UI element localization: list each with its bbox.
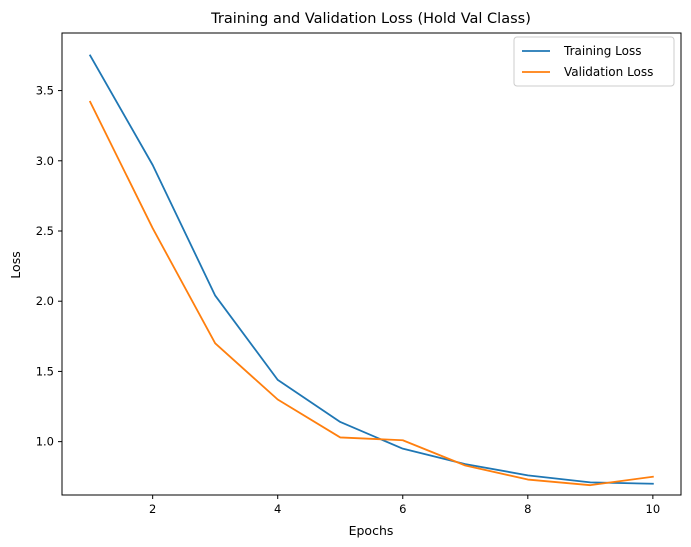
y-tick-label: 2.5 (36, 224, 54, 238)
plot-area (61, 32, 682, 496)
x-tick-label: 8 (524, 502, 531, 516)
chart-title: Training and Validation Loss (Hold Val C… (210, 11, 531, 27)
series-lines (88, 54, 654, 487)
x-axis-label: Epochs (349, 523, 394, 538)
y-tick-label: 3.0 (36, 154, 54, 168)
x-tick-label: 2 (149, 502, 156, 516)
x-axis: 2 4 6 8 10 (149, 495, 660, 516)
y-tick-label: 3.5 (36, 84, 54, 98)
legend-label-training-loss: Training Loss (563, 44, 641, 58)
y-axis: 1.0 1.5 2.0 2.5 3.0 3.5 (36, 84, 62, 449)
y-tick-label: 1.0 (36, 435, 54, 449)
x-tick-label: 4 (274, 502, 281, 516)
x-tick-label: 10 (646, 502, 661, 516)
legend: Training Loss Validation Loss (513, 36, 675, 87)
plot-frame (61, 32, 682, 496)
y-tick-label: 1.5 (36, 364, 54, 378)
y-axis-label: Loss (8, 251, 23, 278)
series-line-training-loss (88, 54, 654, 485)
legend-label-validation-loss: Validation Loss (564, 65, 653, 79)
legend-box (513, 36, 675, 87)
x-tick-label: 6 (399, 502, 406, 516)
y-tick-label: 2.0 (36, 294, 54, 308)
series-line-validation-loss (88, 100, 654, 487)
